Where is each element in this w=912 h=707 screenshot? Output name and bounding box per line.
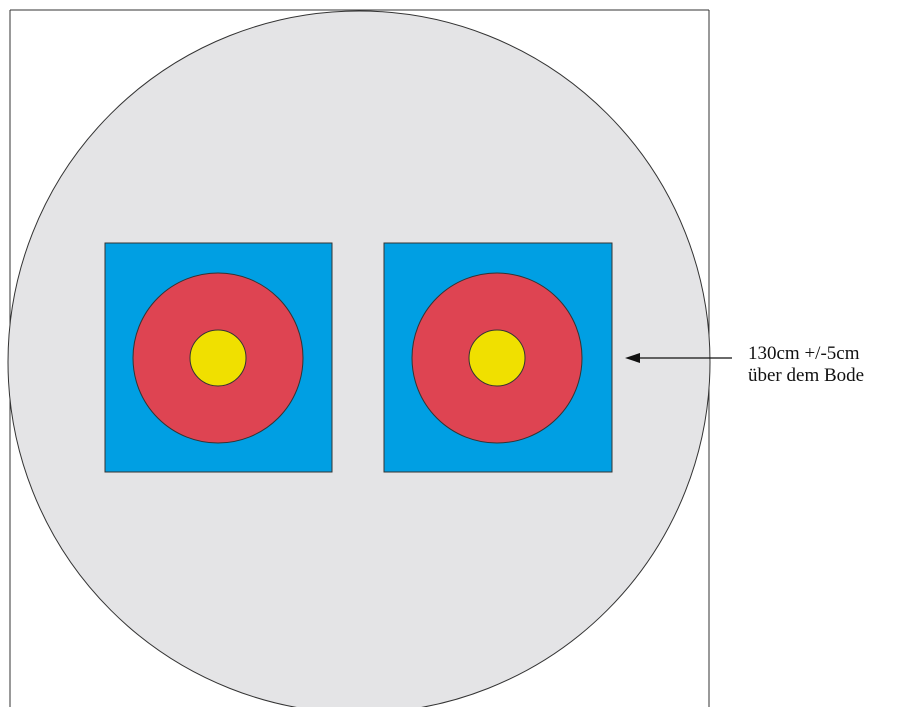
target-boss bbox=[7, 10, 711, 707]
target-face-left-gold-center bbox=[189, 329, 247, 387]
height-label-line1: 130cm +/-5cm bbox=[748, 343, 860, 364]
height-label-line2: über dem Bode bbox=[748, 365, 864, 386]
target-face-right-gold-center bbox=[468, 329, 526, 387]
height-arrow bbox=[625, 353, 732, 363]
target-face-right bbox=[383, 242, 613, 473]
height-arrow-head bbox=[625, 353, 640, 363]
target-face-left bbox=[104, 242, 333, 473]
